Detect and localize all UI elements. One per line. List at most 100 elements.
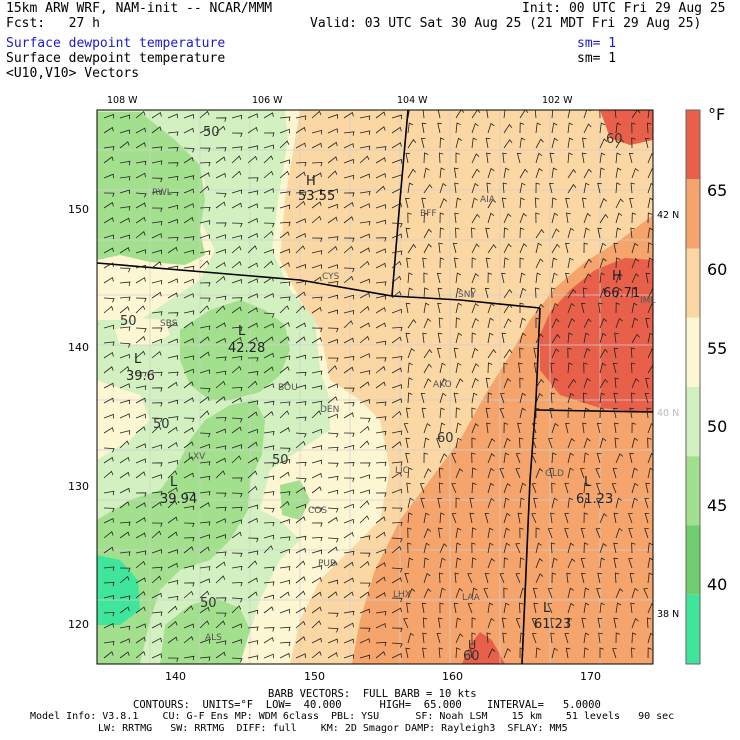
wind-barb — [167, 236, 179, 242]
contour-label: 60 — [437, 431, 454, 446]
wind-barb — [455, 378, 464, 389]
wind-barb — [407, 212, 412, 224]
wind-barb — [405, 302, 411, 314]
wind-barb — [455, 497, 461, 509]
wind-barb — [311, 591, 322, 599]
wind-barb — [467, 573, 473, 584]
wind-barb — [103, 594, 115, 600]
wind-barb — [295, 322, 306, 329]
wind-barb — [327, 627, 339, 633]
wind-barb — [167, 459, 179, 465]
wind-barb — [295, 291, 306, 299]
wind-barb — [183, 582, 195, 587]
wind-barb — [311, 486, 322, 494]
wind-barb — [471, 168, 480, 179]
wind-barb — [167, 487, 178, 494]
wind-barb — [103, 641, 115, 646]
wind-barb — [103, 611, 115, 617]
wind-barb — [437, 287, 443, 299]
wind-barb — [485, 227, 490, 239]
wind-barb — [199, 491, 211, 496]
wind-barb — [263, 222, 275, 228]
wind-barb — [437, 110, 441, 119]
wind-barb — [279, 140, 290, 149]
wind-barb — [407, 467, 413, 479]
wind-barb — [438, 152, 444, 164]
wind-barb — [311, 110, 322, 119]
wind-barb — [263, 248, 274, 254]
wind-barb — [343, 267, 355, 273]
wind-barb — [423, 212, 429, 224]
wind-barb — [407, 168, 416, 179]
wind-barb — [551, 377, 559, 389]
wind-barb — [391, 326, 403, 332]
wind-barb — [343, 610, 355, 616]
wind-barb — [199, 110, 210, 119]
wind-barb — [135, 550, 147, 555]
wind-barb — [247, 203, 258, 209]
wind-barb — [615, 302, 621, 314]
wind-barb — [359, 145, 371, 151]
wind-barb — [135, 502, 146, 509]
wind-barb — [151, 221, 163, 226]
wind-barb — [549, 152, 555, 164]
wind-barb — [645, 272, 651, 284]
wind-barb — [151, 566, 163, 572]
wind-barb — [183, 265, 195, 271]
wind-barb — [404, 573, 410, 584]
wind-barb — [343, 477, 355, 482]
wind-barb — [455, 633, 464, 644]
wind-barb — [119, 651, 130, 659]
wind-barb — [375, 146, 387, 151]
wind-barb — [167, 441, 178, 449]
wind-barb — [327, 413, 338, 419]
wind-barb — [535, 229, 545, 239]
wind-barb — [151, 279, 163, 285]
wind-barb — [247, 145, 259, 150]
wind-barb — [535, 258, 544, 269]
wind-barb — [199, 336, 210, 344]
wind-barb — [375, 381, 386, 389]
wind-barb — [565, 197, 570, 209]
wind-barb — [407, 542, 412, 554]
wind-barb — [631, 467, 638, 479]
wind-barb — [471, 227, 476, 239]
wind-barb — [391, 202, 402, 209]
wind-barb — [199, 432, 211, 438]
wind-barb — [455, 437, 462, 449]
wind-barb — [119, 206, 131, 211]
wind-barb — [583, 347, 591, 359]
contour-value-labels: 50 50 50 50 50 50 60 60 60 H — [98, 125, 623, 664]
wind-barb — [615, 167, 622, 179]
wind-barb — [327, 264, 338, 269]
wind-barb — [231, 306, 242, 314]
wind-barb — [103, 507, 115, 513]
wind-barb — [151, 462, 163, 467]
wind-barb — [215, 192, 227, 198]
wind-barb — [295, 653, 306, 659]
wind-barb — [183, 381, 194, 389]
wind-barb — [359, 221, 371, 226]
wind-barb — [519, 497, 525, 509]
wind-barb — [423, 349, 433, 359]
wind-barb — [263, 336, 274, 344]
contour-label: 60 — [463, 649, 480, 664]
right-lat-label: 38 N — [657, 609, 679, 620]
wind-barb — [279, 652, 290, 659]
wind-barb — [359, 203, 370, 209]
left-grid-label: 150 — [68, 203, 89, 216]
wind-barb — [311, 162, 323, 167]
wind-barb — [503, 213, 512, 224]
wind-barb — [487, 349, 497, 359]
wind-barb — [519, 332, 527, 344]
wind-barb — [279, 116, 291, 121]
wind-barb — [183, 203, 194, 209]
wind-barb — [151, 444, 162, 449]
field-label-3: <U10,V10> Vectors — [6, 66, 140, 81]
wind-barb — [279, 128, 290, 134]
wind-barb — [103, 531, 114, 539]
wind-barb — [438, 572, 444, 584]
wind-barb — [295, 477, 307, 483]
wind-barb — [343, 622, 354, 629]
wind-barb — [643, 588, 649, 599]
